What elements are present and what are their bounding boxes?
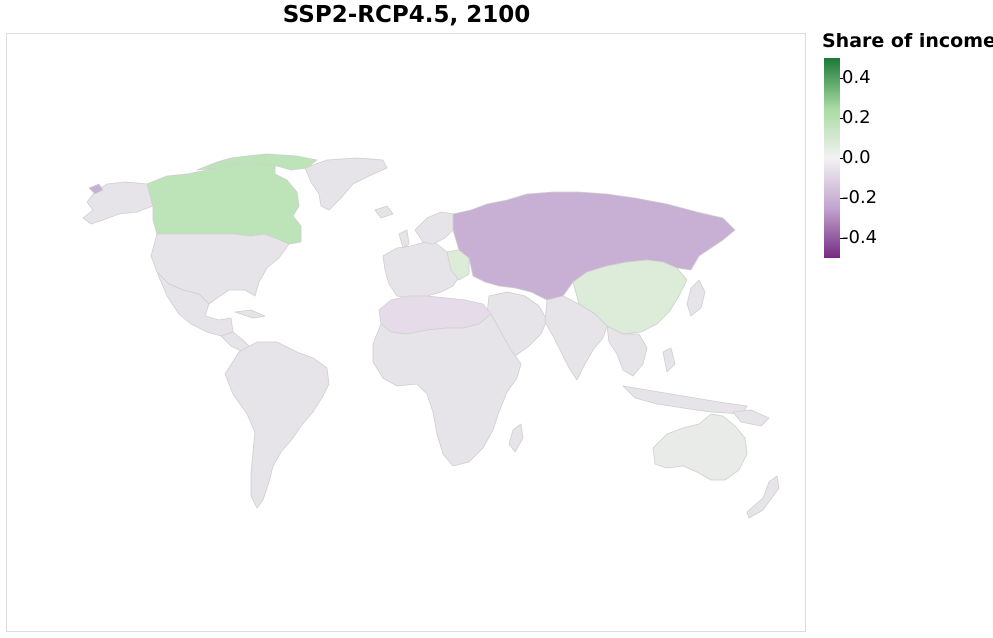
legend-tick-label: 0.0 <box>842 147 871 168</box>
region-japan[interactable] <box>686 279 706 317</box>
world-map[interactable] <box>7 34 807 633</box>
chart-title: SSP2-RCP4.5, 2100 <box>282 2 531 28</box>
region-canada[interactable] <box>146 159 302 245</box>
legend-tick-mark <box>840 238 843 239</box>
region-philippines[interactable] <box>662 347 676 373</box>
legend-tick-label: -0.2 <box>842 187 878 208</box>
legend-tick-label: -0.4 <box>842 227 878 248</box>
region-new-zealand[interactable] <box>746 475 780 519</box>
region-alaska[interactable] <box>82 181 154 225</box>
region-cuba[interactable] <box>234 309 266 319</box>
region-southeast-asia[interactable] <box>606 325 648 377</box>
legend-tick-mark <box>840 158 843 159</box>
region-new-guinea[interactable] <box>732 409 770 427</box>
legend-title: Share of income <box>822 30 993 52</box>
legend-tick-label: 0.2 <box>842 107 871 128</box>
map-panel[interactable] <box>6 33 806 632</box>
region-uk[interactable] <box>398 229 410 249</box>
region-greenland[interactable] <box>304 157 388 211</box>
legend-tick-label: 0.4 <box>842 67 871 88</box>
legend-tick-mark <box>840 78 843 79</box>
region-africa[interactable] <box>372 313 522 467</box>
region-south-asia[interactable] <box>544 295 608 381</box>
region-iceland[interactable] <box>374 205 394 219</box>
region-scandinavia[interactable] <box>414 211 454 245</box>
region-indonesia[interactable] <box>622 385 748 415</box>
region-madagascar[interactable] <box>508 423 524 453</box>
color-legend: Share of income 0.4 0.2 0.0 -0.2 -0.4 <box>822 30 993 270</box>
region-alaska-tip[interactable] <box>88 183 104 195</box>
region-australia[interactable] <box>652 413 748 481</box>
legend-tick-mark <box>840 118 843 119</box>
region-europe-west[interactable] <box>382 241 462 299</box>
legend-gradient-bar <box>824 58 840 258</box>
legend-tick-mark <box>840 198 843 199</box>
region-mexico[interactable] <box>156 271 234 337</box>
region-canada-islands[interactable] <box>196 153 318 171</box>
region-south-america[interactable] <box>224 341 330 509</box>
